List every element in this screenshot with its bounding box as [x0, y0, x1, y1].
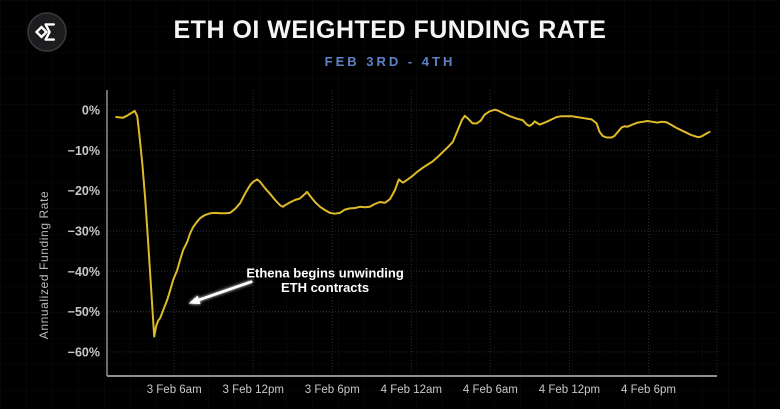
funding-rate-line [115, 108, 711, 338]
svg-text:3 Feb 12pm: 3 Feb 12pm [223, 384, 284, 396]
chart-tick-labels: 0% −10% −20% −30% −40% −50% −60% 3 Feb 6am 3 Feb… [68, 104, 676, 396]
svg-text:−40%: −40% [68, 265, 100, 279]
svg-text:4 Feb 12am: 4 Feb 12am [381, 384, 442, 396]
svg-text:4 Feb 6pm: 4 Feb 6pm [621, 384, 676, 396]
chart-subtitle: FEB 3RD - 4TH [324, 54, 456, 69]
svg-text:4 Feb 6am: 4 Feb 6am [463, 384, 518, 396]
svg-text:−20%: −20% [68, 184, 100, 198]
sigma-diamond-logo-icon [27, 12, 67, 52]
svg-text:3 Feb 6pm: 3 Feb 6pm [305, 384, 360, 396]
chart-gridlines [107, 90, 718, 376]
svg-text:Ethena begins unwinding: Ethena begins unwinding [246, 265, 404, 280]
page-title: ETH OI WEIGHTED FUNDING RATE [173, 16, 607, 44]
brand-logo [27, 12, 67, 52]
svg-text:ETH contracts: ETH contracts [281, 280, 369, 295]
svg-text:−30%: −30% [68, 224, 100, 238]
svg-text:−10%: −10% [68, 144, 100, 158]
svg-text:4 Feb 12pm: 4 Feb 12pm [539, 384, 600, 396]
chart-axes [106, 90, 717, 377]
svg-text:3 Feb 6am: 3 Feb 6am [147, 384, 202, 396]
svg-text:−60%: −60% [68, 345, 100, 359]
svg-text:−50%: −50% [68, 305, 100, 319]
svg-text:0%: 0% [82, 104, 100, 118]
